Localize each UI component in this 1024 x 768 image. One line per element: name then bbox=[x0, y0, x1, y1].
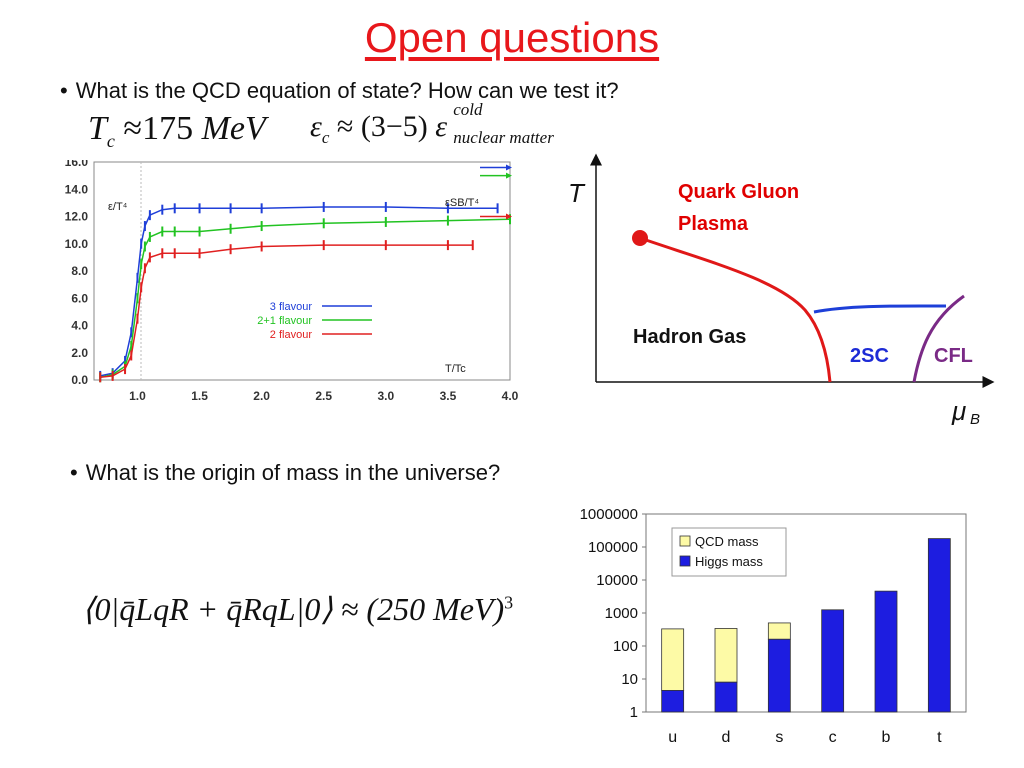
mass-y-tick-label: 1 bbox=[630, 704, 638, 721]
condensate-sup: 3 bbox=[504, 592, 514, 613]
eos-y-tick-label: 2.0 bbox=[71, 346, 88, 360]
higgs-mass-bar bbox=[874, 590, 898, 713]
tc-symbol: T bbox=[88, 110, 107, 147]
mass-legend-label: QCD mass bbox=[695, 534, 759, 549]
eos-x-tick-label: 2.0 bbox=[253, 389, 270, 403]
quark-category-label: d bbox=[722, 729, 731, 746]
phase-x-sub: B bbox=[970, 411, 980, 428]
eps-cold-sup: cold bbox=[453, 100, 483, 119]
eps-cold-symbol: ε bbox=[435, 110, 448, 143]
tc-value: ≈175 bbox=[123, 110, 194, 147]
mass-legend-swatch bbox=[679, 535, 691, 547]
eos-x-tick-label: 4.0 bbox=[502, 389, 519, 403]
bullet-mass: • What is the origin of mass in the unive… bbox=[70, 460, 500, 486]
eos-x-tick-label: 2.5 bbox=[315, 389, 332, 403]
higgs-mass-bar bbox=[821, 609, 845, 713]
qgp-label-line1: Quark Gluon bbox=[678, 181, 799, 203]
eos-legend-label: 3 flavour bbox=[270, 301, 313, 313]
critical-point bbox=[632, 230, 648, 246]
eos-x-tick-label: 3.0 bbox=[377, 389, 394, 403]
eps-relation: ≈ (3−5) bbox=[336, 110, 428, 143]
higgs-mass-bar bbox=[767, 638, 791, 713]
eos-y-tick-label: 12.0 bbox=[65, 210, 89, 224]
mass-y-tick-label: 100 bbox=[613, 638, 638, 655]
cfl-boundary-line bbox=[912, 294, 965, 383]
epsilon-equation: εc ≈ (3−5) ε cold nuclear matter bbox=[310, 100, 554, 148]
mass-y-tick-label: 1000000 bbox=[580, 506, 638, 523]
higgs-mass-bar bbox=[661, 690, 685, 713]
condensate-text: ⟨0|q̄LqR + q̄RqL|0⟩ ≈ (250 MeV) bbox=[82, 591, 505, 627]
eos-legend-label: 2+1 flavour bbox=[257, 315, 312, 327]
eos-y-tick-label: 10.0 bbox=[65, 237, 89, 251]
mass-y-tick-label: 10000 bbox=[596, 572, 638, 589]
eos-x-label: T/Tc bbox=[445, 363, 466, 375]
mass-legend-label: Higgs mass bbox=[695, 554, 763, 569]
higgs-mass-bar bbox=[714, 681, 738, 713]
eos-x-tick-label: 3.5 bbox=[440, 389, 457, 403]
sb-limit-arrowhead bbox=[506, 164, 512, 171]
eos-x-tick-label: 1.5 bbox=[191, 389, 208, 403]
phase-y-label: T bbox=[568, 178, 586, 208]
hadron-gas-label: Hadron Gas bbox=[633, 326, 746, 348]
phase-diagram: T μ B Quark Gluon Plasma Hadron Gas 2SC … bbox=[568, 153, 995, 428]
condensate-equation: ⟨0|q̄LqR + q̄RqL|0⟩ ≈ (250 MeV)3 bbox=[82, 590, 513, 628]
sb-limit-arrowhead bbox=[506, 213, 512, 220]
quark-category-label: s bbox=[775, 729, 783, 746]
quark-mass-chart: 1 10 100 1000 10000 100000 1000000 u d s c b t QCD … bbox=[580, 506, 967, 746]
bullet-eos-text: What is the QCD equation of state? How c… bbox=[75, 78, 619, 103]
tc-sub: c bbox=[106, 130, 115, 151]
quark-category-label: u bbox=[668, 729, 677, 746]
phase-x-label: μ bbox=[951, 396, 966, 426]
cfl-label: CFL bbox=[934, 345, 973, 367]
sb-limit-arrowhead bbox=[506, 172, 512, 179]
qgp-label-line2: Plasma bbox=[678, 213, 749, 235]
eos-y-tick-label: 16.0 bbox=[65, 160, 89, 169]
mass-y-tick-label: 10 bbox=[621, 671, 638, 688]
bullet-dot: • bbox=[70, 460, 78, 485]
qcd-mass-bar bbox=[661, 628, 685, 691]
eos-y-tick-label: 8.0 bbox=[71, 264, 88, 278]
eos-plot-frame bbox=[93, 161, 511, 381]
eps-symbol: ε bbox=[310, 110, 322, 143]
2sc-cfl-boundary-line bbox=[813, 304, 947, 314]
eos-y-tick-label: 14.0 bbox=[65, 182, 89, 196]
quark-category-label: b bbox=[882, 729, 891, 746]
energy-density-chart: 0.0 2.0 4.0 6.0 8.0 10.0 12.0 14.0 16.0 1.0 1.5 2.… bbox=[65, 160, 519, 403]
bullet-mass-text: What is the origin of mass in the univer… bbox=[85, 460, 501, 485]
eps-nuclear-sub: nuclear matter bbox=[453, 128, 554, 147]
eos-x-tick-label: 1.0 bbox=[129, 389, 146, 403]
eos-sb-label: εSB/T⁴ bbox=[445, 197, 479, 209]
eos-y-tick-label: 6.0 bbox=[71, 291, 88, 305]
slide-title: Open questions bbox=[364, 14, 660, 61]
eos-y-tick-label: 4.0 bbox=[71, 319, 88, 333]
tc-unit: MeV bbox=[201, 110, 266, 147]
eps-sub: c bbox=[321, 128, 330, 147]
mass-legend-box bbox=[671, 527, 787, 577]
qgp-boundary-line bbox=[639, 236, 832, 383]
eos-y-label: ε/T⁴ bbox=[108, 201, 128, 213]
mass-legend-swatch bbox=[679, 555, 691, 567]
mass-y-tick-label: 100000 bbox=[588, 539, 638, 556]
higgs-mass-bar bbox=[927, 538, 951, 713]
qcd-mass-bar bbox=[714, 628, 738, 683]
bullet-eos: • What is the QCD equation of state? How … bbox=[60, 78, 619, 104]
qcd-mass-bar bbox=[767, 622, 791, 640]
tc-equation: Tc ≈175 MeV bbox=[88, 110, 266, 152]
mass-y-tick-label: 1000 bbox=[605, 605, 638, 622]
2sc-label: 2SC bbox=[850, 345, 889, 367]
bullet-dot: • bbox=[60, 78, 68, 103]
eos-y-tick-label: 0.0 bbox=[71, 373, 88, 387]
eos-legend-label: 2 flavour bbox=[270, 329, 313, 341]
quark-category-label: t bbox=[937, 729, 942, 746]
quark-category-label: c bbox=[829, 729, 837, 746]
